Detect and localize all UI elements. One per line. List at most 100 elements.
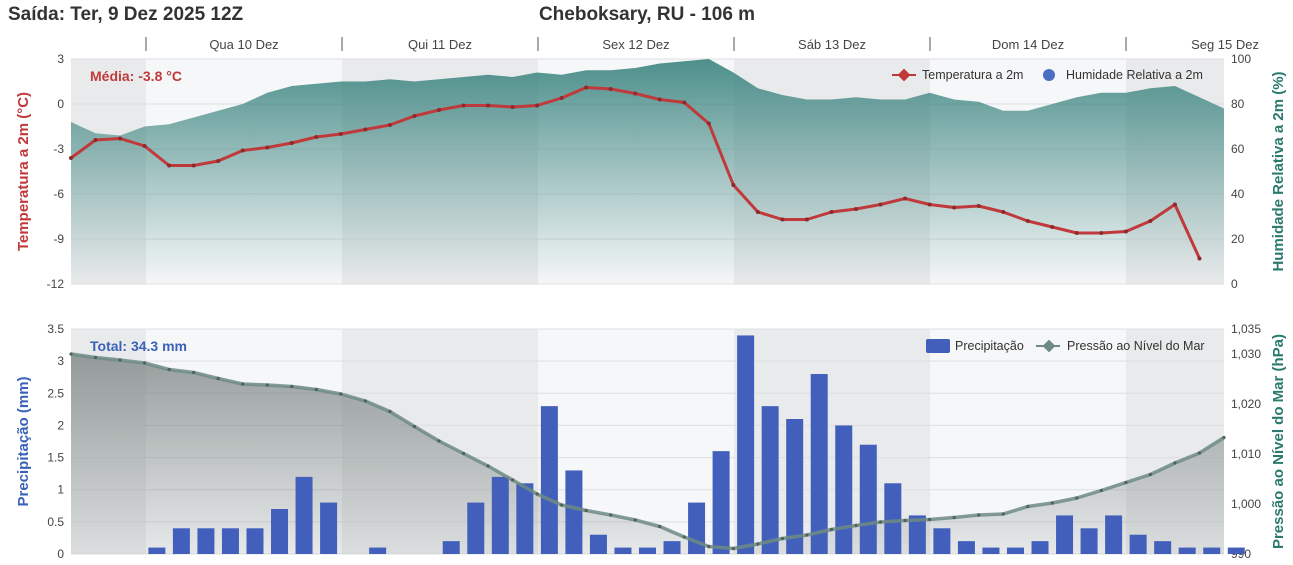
precipitation-bar bbox=[565, 470, 583, 554]
left-axis-title: Precipitação (mm) bbox=[15, 376, 32, 506]
temperature-point bbox=[804, 217, 809, 222]
pressure-point bbox=[118, 358, 122, 362]
pressure-point bbox=[1222, 435, 1226, 440]
pressure-point bbox=[339, 392, 343, 396]
precipitation-bar bbox=[933, 528, 951, 554]
temperature-point bbox=[412, 114, 417, 118]
pressure-point bbox=[1001, 512, 1005, 516]
precipitation-bar bbox=[1178, 547, 1196, 554]
right-axis-title: Humidade Relativa a 2m (%) bbox=[1270, 71, 1287, 271]
temperature-humidity-panel: 3 0 -3 -6 -9 -12 100 80 60 40 20 0 Temperatura a 2m … bbox=[15, 52, 1287, 291]
temperature-point bbox=[363, 127, 368, 132]
temperature-point bbox=[1099, 231, 1104, 235]
temperature-point bbox=[240, 148, 245, 153]
precipitation-bar bbox=[1056, 515, 1074, 554]
temperature-point bbox=[216, 159, 221, 163]
precipitation-pressure-panel: 3.5 3 2.5 2 1.5 1 0.5 0 1,035 1,030 1,020 1,010 1,00… bbox=[15, 322, 1287, 561]
pressure-point bbox=[1026, 504, 1030, 509]
precipitation-bar bbox=[663, 541, 681, 554]
temperature-point bbox=[731, 183, 736, 187]
legend-precipitation-label: Precipitação bbox=[955, 339, 1024, 353]
precipitation-bar bbox=[908, 515, 926, 554]
pressure-point bbox=[1173, 461, 1177, 465]
temperature-point bbox=[878, 202, 883, 207]
temperature-point bbox=[1148, 219, 1153, 223]
precipitation-bar bbox=[810, 374, 828, 554]
right-axis-title: Pressão ao Nível do Mar (hPa) bbox=[1270, 334, 1287, 549]
precipitation-bar bbox=[491, 476, 509, 554]
right-axis-tick: 1,020 bbox=[1231, 397, 1261, 411]
pressure-point bbox=[69, 352, 73, 356]
precipitation-bar bbox=[1031, 541, 1049, 554]
right-axis-tick: 1,010 bbox=[1231, 447, 1261, 461]
temperature-point bbox=[976, 204, 981, 208]
day-label: Seg 15 Dez bbox=[1191, 37, 1259, 52]
left-axis-tick: 0 bbox=[57, 547, 64, 561]
day-label: Dom 14 Dez bbox=[992, 37, 1064, 52]
temperature-point bbox=[829, 210, 834, 214]
temperature-point bbox=[608, 87, 613, 91]
right-axis-tick: 60 bbox=[1231, 142, 1245, 156]
precipitation-bar bbox=[516, 483, 534, 554]
pressure-point bbox=[412, 424, 417, 429]
precipitation-bar bbox=[761, 406, 779, 554]
pressure-point bbox=[977, 513, 981, 517]
precipitation-bar bbox=[467, 502, 485, 554]
precipitation-bar bbox=[1129, 534, 1147, 554]
left-axis-tick: 2 bbox=[57, 418, 64, 432]
precipitation-bar bbox=[859, 444, 877, 554]
humidity-area bbox=[71, 59, 1224, 284]
precipitation-bar bbox=[884, 483, 902, 554]
pressure-point bbox=[633, 518, 637, 522]
pressure-point bbox=[780, 536, 785, 541]
precipitation-bar bbox=[148, 547, 166, 554]
temperature-point bbox=[854, 207, 859, 211]
pressure-point bbox=[928, 517, 932, 522]
pressure-point bbox=[216, 376, 220, 381]
pressure-point bbox=[142, 361, 147, 365]
temperature-point bbox=[755, 210, 760, 214]
pressure-point bbox=[756, 542, 760, 546]
temperature-point bbox=[1197, 256, 1202, 261]
pressure-point bbox=[486, 464, 490, 468]
precipitation-bar bbox=[369, 547, 387, 554]
run-time-label: Saída: Ter, 9 Dez 2025 12Z bbox=[8, 4, 244, 25]
legend-humidity-label: Humidade Relativa a 2m bbox=[1066, 68, 1203, 82]
pressure-point bbox=[878, 520, 883, 524]
pressure-point bbox=[535, 492, 539, 496]
left-axis-tick: 1.5 bbox=[47, 451, 64, 465]
temperature-point bbox=[1001, 210, 1006, 214]
pressure-point bbox=[1075, 496, 1079, 500]
location-title: Cheboksary, RU - 106 m bbox=[538, 4, 756, 25]
temperature-point bbox=[167, 163, 172, 168]
temperature-point bbox=[706, 121, 711, 126]
left-axis-tick: -9 bbox=[53, 232, 64, 246]
right-axis-tick: 20 bbox=[1231, 232, 1245, 246]
pressure-point bbox=[1099, 488, 1103, 493]
pressure-point bbox=[1124, 480, 1128, 485]
pressure-point bbox=[93, 355, 98, 360]
pressure-point bbox=[1148, 472, 1153, 477]
temperature-point bbox=[1074, 231, 1079, 235]
left-axis-tick: 1 bbox=[57, 483, 64, 497]
precipitation-bar bbox=[1105, 515, 1123, 554]
right-axis-tick: 1,030 bbox=[1231, 347, 1261, 361]
precipitation-bar bbox=[442, 541, 460, 554]
pressure-point bbox=[510, 478, 515, 482]
right-axis-tick: 80 bbox=[1231, 97, 1245, 111]
summary-stat: Total: 34.3 mm bbox=[90, 338, 187, 354]
pressure-point bbox=[584, 508, 588, 513]
precipitation-bar bbox=[1203, 547, 1221, 554]
temperature-point bbox=[338, 132, 343, 136]
pressure-point bbox=[265, 383, 269, 387]
precipitation-bar bbox=[540, 406, 558, 554]
pressure-point bbox=[388, 409, 392, 414]
right-axis-tick: 0 bbox=[1231, 277, 1238, 291]
precipitation-bar bbox=[1006, 547, 1024, 554]
pressure-point bbox=[707, 544, 711, 549]
left-axis-tick: 3.5 bbox=[47, 322, 64, 336]
precipitation-bar bbox=[737, 335, 755, 554]
right-axis-tick: 1,035 bbox=[1231, 322, 1261, 336]
temperature-point bbox=[436, 108, 441, 112]
temperature-point bbox=[535, 103, 540, 108]
